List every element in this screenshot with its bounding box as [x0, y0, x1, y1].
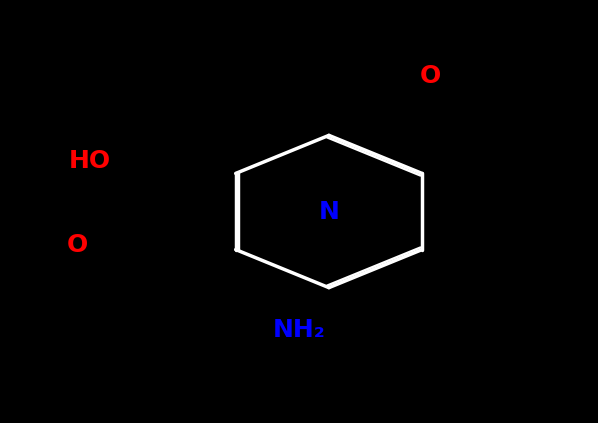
Text: N: N — [319, 200, 339, 223]
Text: NH₂: NH₂ — [273, 318, 325, 342]
Text: HO: HO — [69, 149, 111, 173]
Text: O: O — [67, 233, 89, 257]
Text: O: O — [420, 64, 441, 88]
